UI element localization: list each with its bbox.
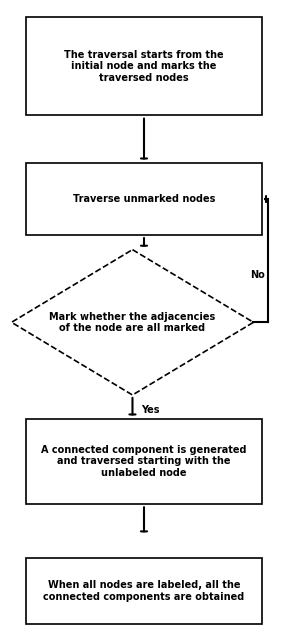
FancyBboxPatch shape — [26, 418, 262, 504]
Text: When all nodes are labeled, all the
connected components are obtained: When all nodes are labeled, all the conn… — [43, 580, 245, 602]
FancyBboxPatch shape — [26, 162, 262, 235]
FancyBboxPatch shape — [26, 17, 262, 116]
Polygon shape — [12, 250, 253, 395]
FancyBboxPatch shape — [26, 558, 262, 624]
Text: Yes: Yes — [141, 404, 160, 415]
Text: The traversal starts from the
initial node and marks the
traversed nodes: The traversal starts from the initial no… — [64, 50, 224, 83]
Text: No: No — [251, 270, 265, 280]
Text: Mark whether the adjacencies
of the node are all marked: Mark whether the adjacencies of the node… — [49, 312, 216, 333]
Text: Traverse unmarked nodes: Traverse unmarked nodes — [73, 194, 215, 204]
Text: A connected component is generated
and traversed starting with the
unlabeled nod: A connected component is generated and t… — [41, 445, 247, 478]
